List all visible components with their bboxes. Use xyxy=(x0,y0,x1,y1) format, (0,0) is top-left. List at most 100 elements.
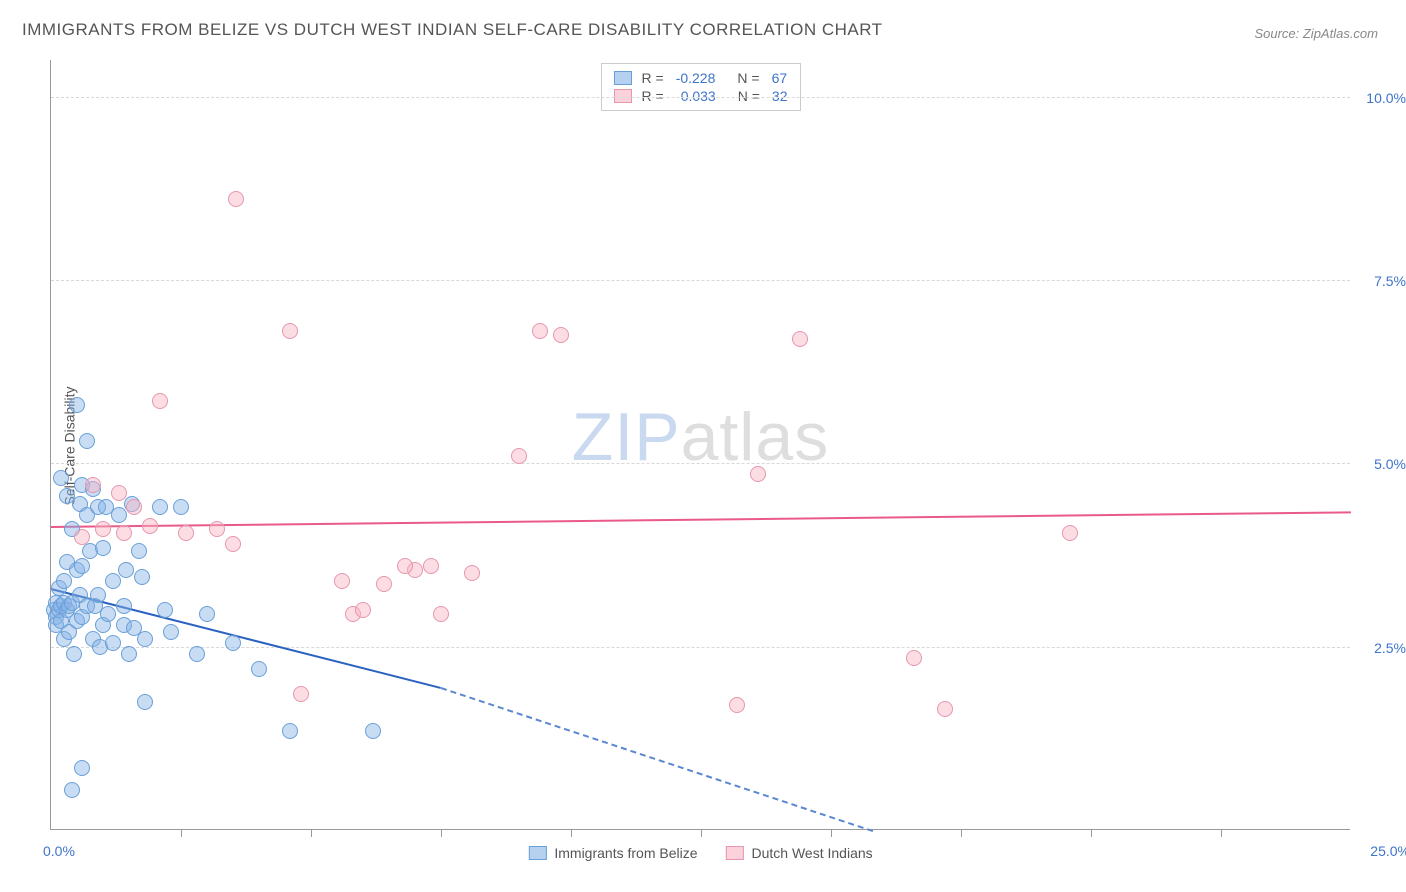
data-point xyxy=(95,540,111,556)
chart-title: IMMIGRANTS FROM BELIZE VS DUTCH WEST IND… xyxy=(22,20,883,40)
x-tick xyxy=(311,829,312,837)
gridline: 2.5% xyxy=(51,647,1350,648)
data-point xyxy=(152,393,168,409)
trend-line-dutch xyxy=(51,511,1351,528)
source-name: ZipAtlas.com xyxy=(1303,26,1378,41)
data-point xyxy=(433,606,449,622)
data-point xyxy=(423,558,439,574)
data-point xyxy=(116,598,132,614)
r-value-belize: -0.228 xyxy=(676,70,716,86)
data-point xyxy=(121,646,137,662)
gridline: 5.0% xyxy=(51,463,1350,464)
x-tick xyxy=(1221,829,1222,837)
data-point xyxy=(225,536,241,552)
data-point xyxy=(334,573,350,589)
x-tick xyxy=(181,829,182,837)
data-point xyxy=(397,558,413,574)
data-point xyxy=(365,723,381,739)
data-point xyxy=(85,477,101,493)
data-point xyxy=(178,525,194,541)
data-point xyxy=(116,525,132,541)
data-point xyxy=(792,331,808,347)
data-point xyxy=(199,606,215,622)
x-tick xyxy=(571,829,572,837)
data-point xyxy=(157,602,173,618)
x-tick xyxy=(831,829,832,837)
data-point xyxy=(95,521,111,537)
x-axis-max-label: 25.0% xyxy=(1370,843,1406,859)
data-point xyxy=(225,635,241,651)
data-point xyxy=(56,573,72,589)
data-point xyxy=(74,529,90,545)
y-tick-label: 7.5% xyxy=(1374,273,1406,289)
data-point xyxy=(64,782,80,798)
legend-item-belize: Immigrants from Belize xyxy=(528,845,697,861)
data-point xyxy=(173,499,189,515)
data-point xyxy=(131,543,147,559)
data-point xyxy=(750,466,766,482)
data-point xyxy=(69,397,85,413)
data-point xyxy=(1062,525,1078,541)
legend-label-dutch: Dutch West Indians xyxy=(752,845,873,861)
data-point xyxy=(111,507,127,523)
data-point xyxy=(355,602,371,618)
legend-swatch-blue-icon xyxy=(528,846,546,860)
y-tick-label: 2.5% xyxy=(1374,640,1406,656)
data-point xyxy=(79,433,95,449)
plot-area: ZIPatlas R = -0.228 N = 67 R = 0.033 N =… xyxy=(50,60,1350,830)
x-tick xyxy=(701,829,702,837)
n-label: N = xyxy=(737,70,759,86)
legend-item-dutch: Dutch West Indians xyxy=(726,845,873,861)
data-point xyxy=(142,518,158,534)
data-point xyxy=(74,760,90,776)
data-point xyxy=(118,562,134,578)
data-point xyxy=(251,661,267,677)
stats-box: R = -0.228 N = 67 R = 0.033 N = 32 xyxy=(601,63,801,111)
data-point xyxy=(553,327,569,343)
source-label: Source: ZipAtlas.com xyxy=(1254,26,1378,41)
legend-swatch-pink-icon xyxy=(726,846,744,860)
n-value-belize: 67 xyxy=(772,70,788,86)
x-tick xyxy=(1091,829,1092,837)
gridline: 10.0% xyxy=(51,97,1350,98)
data-point xyxy=(729,697,745,713)
y-tick-label: 10.0% xyxy=(1366,90,1406,106)
data-point xyxy=(137,694,153,710)
data-point xyxy=(376,576,392,592)
gridline: 7.5% xyxy=(51,280,1350,281)
trend-line-belize-dashed xyxy=(441,687,873,832)
stats-row-belize: R = -0.228 N = 67 xyxy=(614,69,788,87)
data-point xyxy=(126,499,142,515)
data-point xyxy=(111,485,127,501)
source-prefix: Source: xyxy=(1254,26,1302,41)
data-point xyxy=(282,723,298,739)
legend-label-belize: Immigrants from Belize xyxy=(554,845,697,861)
x-axis-min-label: 0.0% xyxy=(43,843,75,859)
y-tick-label: 5.0% xyxy=(1374,456,1406,472)
data-point xyxy=(163,624,179,640)
data-point xyxy=(209,521,225,537)
swatch-blue-icon xyxy=(614,71,632,85)
data-point xyxy=(134,569,150,585)
data-point xyxy=(105,573,121,589)
data-point xyxy=(90,587,106,603)
data-point xyxy=(937,701,953,717)
data-point xyxy=(906,650,922,666)
r-label: R = xyxy=(642,70,664,86)
data-point xyxy=(228,191,244,207)
data-point xyxy=(464,565,480,581)
data-point xyxy=(100,606,116,622)
data-point xyxy=(74,558,90,574)
data-point xyxy=(532,323,548,339)
x-tick xyxy=(961,829,962,837)
data-point xyxy=(511,448,527,464)
data-point xyxy=(105,635,121,651)
data-point xyxy=(189,646,205,662)
data-point xyxy=(53,470,69,486)
data-point xyxy=(137,631,153,647)
data-point xyxy=(152,499,168,515)
data-point xyxy=(293,686,309,702)
x-tick xyxy=(441,829,442,837)
legend: Immigrants from Belize Dutch West Indian… xyxy=(528,845,872,861)
data-point xyxy=(282,323,298,339)
